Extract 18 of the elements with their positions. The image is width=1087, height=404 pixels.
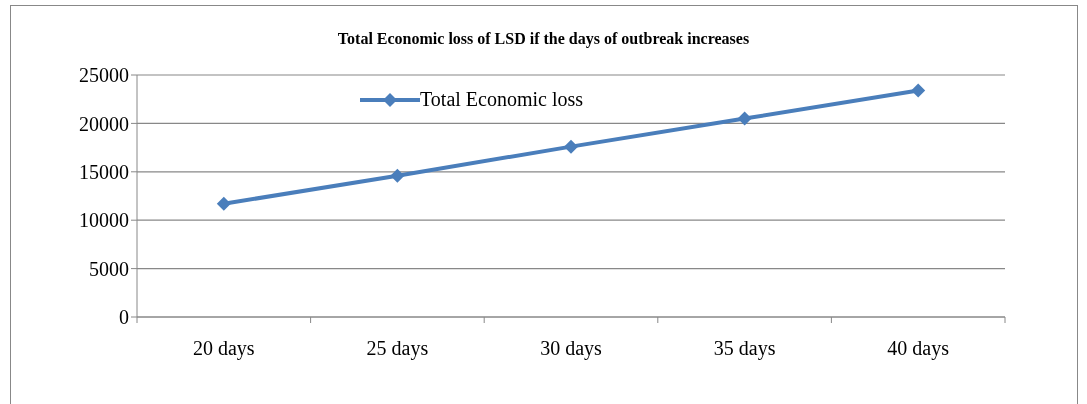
y-tick-label: 25000: [79, 64, 129, 87]
y-tick-label: 0: [119, 306, 129, 329]
point: [390, 168, 405, 183]
y-tick-label: 10000: [79, 209, 129, 232]
x-tick-label: 20 days: [192, 337, 255, 360]
x-tick-label: 35 days: [713, 337, 776, 360]
y-tick-label: 20000: [79, 112, 129, 135]
point: [216, 196, 231, 211]
y-tick-label: 5000: [89, 257, 129, 280]
point: [737, 111, 752, 126]
x-tick-label: 25 days: [366, 337, 429, 360]
legend-label: Total Economic loss: [420, 88, 584, 111]
y-tick-label: 15000: [79, 160, 129, 183]
point: [564, 139, 578, 154]
x-tick-label: 40 days: [887, 337, 950, 360]
x-tick-label: 30 days: [540, 337, 603, 360]
chart-title: Total Economic loss of LSD if the days of outbreak increases: [336, 30, 751, 48]
point: [911, 83, 926, 98]
